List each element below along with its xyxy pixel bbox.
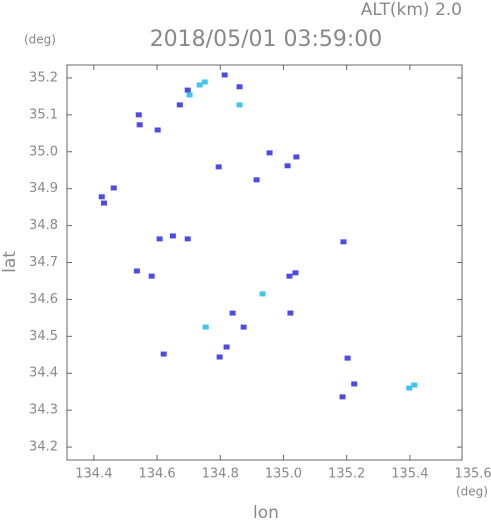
echo	[184, 236, 191, 242]
echo	[196, 82, 203, 88]
x-tick-label: 135.4	[391, 467, 428, 482]
y-tick-label: 34.7	[29, 255, 58, 270]
echo	[339, 394, 346, 400]
y-tick-label: 34.4	[29, 366, 58, 381]
y-unit: (deg)	[24, 33, 56, 47]
echo	[148, 273, 155, 279]
x-tick-label: 134.4	[75, 467, 112, 482]
echo	[229, 310, 236, 316]
echo	[236, 84, 243, 90]
echo	[351, 381, 358, 387]
y-tick-label: 34.3	[29, 403, 58, 418]
echo	[156, 236, 163, 242]
x-tick-label: 134.8	[202, 467, 239, 482]
x-tick-label: 135.6	[454, 467, 491, 482]
echo	[154, 127, 161, 133]
y-tick-label: 34.8	[29, 218, 58, 233]
echo	[266, 150, 273, 156]
echo	[286, 273, 293, 279]
x-tick-label: 135.0	[265, 467, 302, 482]
echo	[287, 310, 294, 316]
y-axis-label: lat	[0, 251, 20, 273]
echo	[202, 324, 209, 330]
echo	[215, 164, 222, 170]
altitude-label: ALT(km) 2.0	[361, 0, 462, 20]
echo	[216, 354, 223, 360]
echo	[240, 324, 247, 330]
echo	[135, 112, 142, 118]
echo	[340, 239, 347, 245]
echo	[201, 79, 208, 85]
plot-frame	[66, 64, 463, 461]
y-tick-label: 35.0	[29, 144, 58, 159]
x-tick-label: 135.2	[328, 467, 365, 482]
echo	[259, 291, 266, 297]
echo	[160, 351, 167, 357]
echo	[344, 355, 351, 361]
echo	[184, 87, 191, 93]
echo	[284, 163, 291, 169]
echo	[100, 200, 107, 206]
y-tick-label: 35.2	[29, 70, 58, 85]
echo	[236, 102, 243, 108]
x-unit: (deg)	[456, 485, 488, 499]
echo	[133, 268, 140, 274]
echo	[169, 233, 176, 239]
y-tick-label: 34.5	[29, 329, 58, 344]
y-tick-label: 35.1	[29, 107, 58, 122]
echo	[406, 385, 413, 391]
echo	[293, 154, 300, 160]
echo	[176, 102, 183, 108]
x-tick-label: 134.6	[138, 467, 175, 482]
echo	[223, 344, 230, 350]
x-axis-label: lon	[253, 503, 279, 521]
chart-title: 2018/05/01 03:59:00	[150, 27, 383, 52]
echo	[110, 185, 117, 191]
echo	[221, 72, 228, 78]
echo	[186, 92, 193, 98]
echo	[98, 194, 105, 200]
y-tick-label: 34.6	[29, 292, 58, 307]
echo	[253, 177, 260, 183]
echo	[292, 270, 299, 276]
echo	[136, 122, 143, 128]
y-tick-label: 34.9	[29, 181, 58, 196]
echo	[411, 382, 418, 388]
y-tick-label: 34.2	[29, 440, 58, 455]
